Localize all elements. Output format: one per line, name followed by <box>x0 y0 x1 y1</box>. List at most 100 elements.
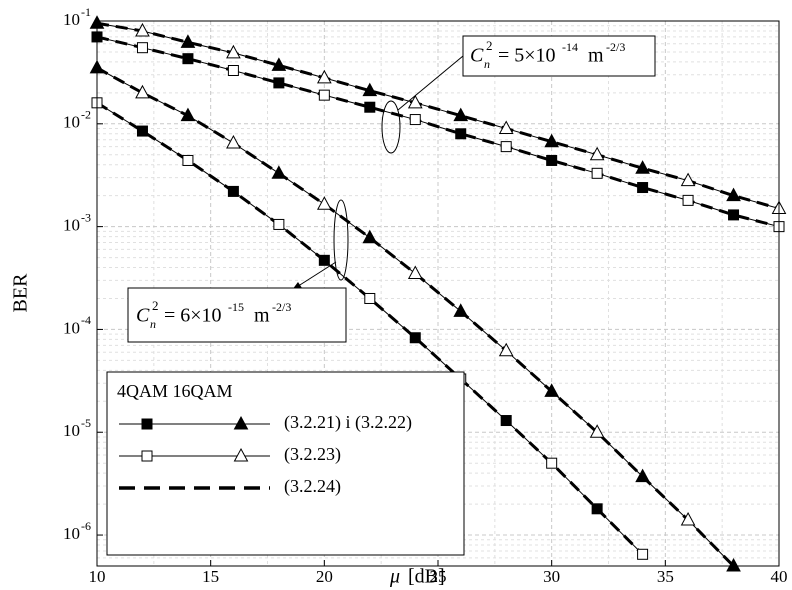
marker <box>546 154 558 166</box>
annotation-unit: m <box>588 45 604 67</box>
marker <box>680 172 696 187</box>
marker <box>726 557 741 572</box>
marker <box>364 292 376 304</box>
annotation-unit: m <box>254 305 270 327</box>
legend-label: (3.2.23) <box>284 444 341 465</box>
y-tick-label: 10 <box>63 216 80 235</box>
annotation-exp: -15 <box>228 300 244 314</box>
marker <box>637 548 649 560</box>
marker <box>500 415 512 427</box>
marker <box>407 94 423 109</box>
marker <box>637 182 649 194</box>
marker <box>682 194 694 206</box>
marker <box>227 65 239 77</box>
y-tick-exp: -2 <box>81 108 91 122</box>
marker <box>455 128 467 140</box>
marker <box>318 254 330 266</box>
y-tick-label: 10 <box>63 113 80 132</box>
group-ellipse <box>381 100 401 154</box>
marker <box>591 167 603 179</box>
marker <box>135 84 150 99</box>
marker <box>136 125 148 137</box>
marker <box>362 82 378 97</box>
marker <box>136 42 148 54</box>
x-tick-label: 40 <box>771 567 788 586</box>
annotation-sup: 2 <box>152 298 159 313</box>
annotation-sub: n <box>150 317 156 331</box>
marker <box>273 77 285 89</box>
marker <box>226 134 241 149</box>
marker <box>409 332 421 344</box>
annotation-symbol: C <box>470 45 484 67</box>
marker <box>362 229 378 244</box>
y-axis-label: BER <box>10 273 32 313</box>
marker <box>635 160 650 174</box>
annotation-box <box>462 35 656 77</box>
marker <box>180 107 196 122</box>
annotation-symbol: C <box>136 305 150 327</box>
legend-label: (3.2.24) <box>284 476 341 497</box>
x-tick-label: 35 <box>657 567 674 586</box>
annotation-exp: -14 <box>562 40 578 54</box>
marker <box>182 53 194 65</box>
y-tick-exp: -3 <box>81 210 91 224</box>
marker <box>364 101 376 113</box>
y-tick-label: 10 <box>63 10 80 29</box>
y-tick-label: 10 <box>63 318 80 337</box>
marker <box>409 114 421 126</box>
x-tick-label: 25 <box>430 567 447 586</box>
marker <box>453 107 469 122</box>
marker <box>591 503 603 515</box>
y-tick-exp: -6 <box>81 519 91 533</box>
series-line-dashed <box>96 66 735 568</box>
legend-title: 4QAM 16QAM <box>117 381 233 401</box>
marker <box>453 303 469 317</box>
legend-box <box>106 371 465 556</box>
marker <box>728 209 740 221</box>
legend-label: (3.2.21) i (3.2.22) <box>284 412 412 433</box>
marker <box>589 146 605 161</box>
marker <box>589 424 605 438</box>
y-tick-exp: -1 <box>81 5 91 19</box>
x-tick-label: 20 <box>316 567 333 586</box>
marker <box>726 187 741 202</box>
marker <box>635 468 650 483</box>
x-tick-label: 15 <box>202 567 219 586</box>
marker <box>233 415 249 430</box>
marker <box>546 457 558 469</box>
marker <box>271 57 287 71</box>
marker <box>180 34 196 48</box>
series-line-dashed <box>96 21 780 210</box>
x-tick-label: 30 <box>543 567 560 586</box>
marker <box>182 154 194 166</box>
marker <box>498 120 514 135</box>
annotation-sub: n <box>484 57 490 71</box>
marker <box>316 69 332 84</box>
group-ellipse <box>333 199 349 281</box>
annotation-unit-exp: -2/3 <box>606 40 625 54</box>
x-axis-unit: [dB] <box>408 566 445 588</box>
marker <box>407 265 423 279</box>
y-tick-label: 10 <box>63 524 80 543</box>
marker <box>233 447 249 462</box>
y-tick-exp: -4 <box>81 313 91 327</box>
annotation-sup: 2 <box>486 38 493 53</box>
marker <box>135 22 150 37</box>
annotation-unit-exp: -2/3 <box>272 300 291 314</box>
marker <box>141 418 153 430</box>
series-line-dashed <box>96 35 780 229</box>
y-tick-exp: -5 <box>81 416 91 430</box>
marker <box>271 165 287 179</box>
marker <box>680 511 696 526</box>
y-tick-label: 10 <box>63 421 80 440</box>
marker <box>544 383 560 397</box>
marker <box>316 196 332 210</box>
annotation-text: = 5×10 <box>498 45 556 67</box>
annotation-leader <box>397 55 464 111</box>
marker <box>226 44 241 59</box>
marker <box>500 141 512 153</box>
x-tick-label: 10 <box>89 567 106 586</box>
marker <box>273 218 285 230</box>
marker <box>318 89 330 101</box>
